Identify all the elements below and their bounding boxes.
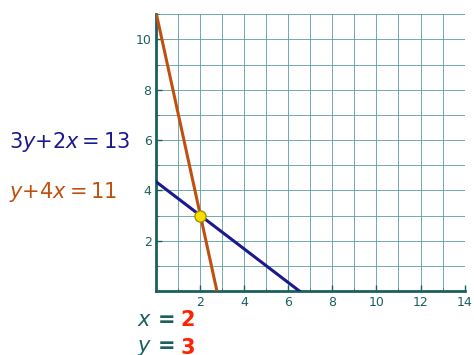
Text: 3: 3	[180, 338, 195, 355]
Text: $\mathit{x}$ =: $\mathit{x}$ =	[137, 310, 177, 329]
Text: $\mathit{3y}$$ + $$\mathit{2x}$$ = 13$: $\mathit{3y}$$ + $$\mathit{2x}$$ = 13$	[9, 130, 131, 154]
Text: $\mathit{y}$ =: $\mathit{y}$ =	[137, 338, 177, 355]
Text: 2: 2	[180, 310, 195, 329]
Text: $\mathit{y}$$ + $$\mathit{4x}$$ = 11$: $\mathit{y}$$ + $$\mathit{4x}$$ = 11$	[9, 180, 118, 204]
